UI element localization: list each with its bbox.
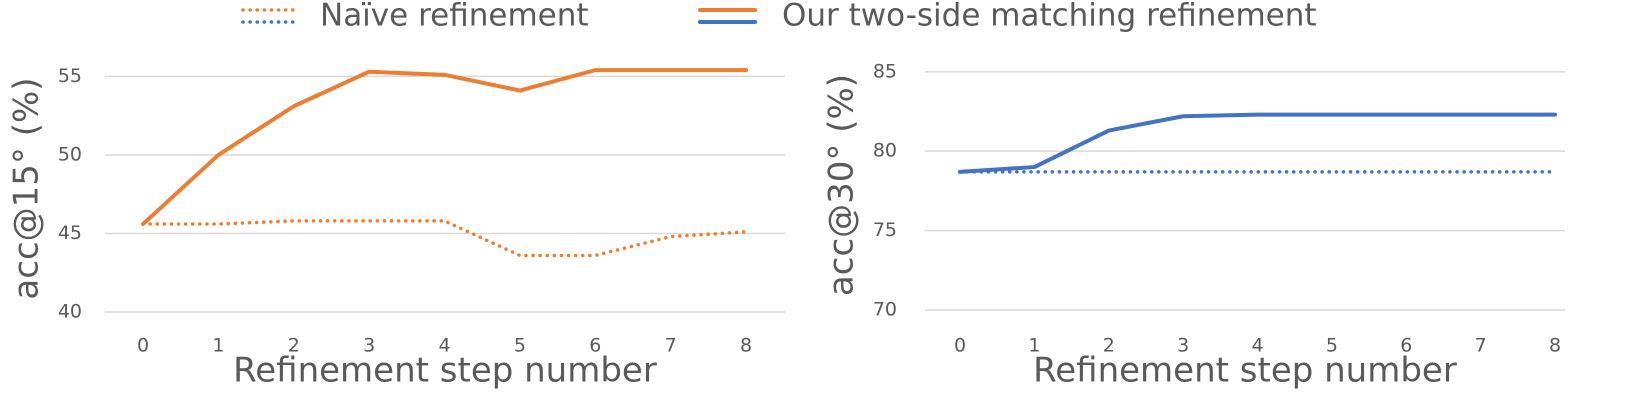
y-tick-label: 85 — [873, 60, 897, 82]
y-tick-label: 75 — [873, 219, 897, 241]
x-tick-label: 8 — [1549, 335, 1561, 357]
y-tick-label: 40 — [58, 301, 82, 323]
y-axis-title: acc@15° (%) — [7, 77, 47, 299]
y-tick-label: 55 — [58, 65, 82, 87]
legend-label: Naïve refinement — [320, 0, 589, 34]
legend-label: Our two-side matching refinement — [782, 0, 1317, 34]
y-tick-label: 45 — [58, 222, 82, 244]
series-line — [958, 112, 1557, 174]
series-line — [141, 219, 748, 258]
x-tick-label: 3 — [363, 335, 375, 357]
x-tick-label: 0 — [954, 335, 966, 357]
x-tick-label: 4 — [438, 335, 450, 357]
x-tick-label: 6 — [1400, 335, 1412, 357]
x-axis-title: Refinement step number — [233, 351, 657, 391]
x-tick-label: 3 — [1177, 335, 1189, 357]
x-tick-label: 7 — [665, 335, 677, 357]
x-tick-label: 2 — [1103, 335, 1115, 357]
y-tick-label: 70 — [873, 299, 897, 321]
y-tick-label: 50 — [58, 143, 82, 165]
x-tick-label: 5 — [514, 335, 526, 357]
series-line — [141, 68, 748, 227]
x-tick-label: 5 — [1326, 335, 1338, 357]
x-tick-label: 1 — [212, 335, 224, 357]
x-tick-label: 0 — [137, 335, 149, 357]
x-tick-label: 6 — [589, 335, 601, 357]
x-tick-label: 1 — [1028, 335, 1040, 357]
x-tick-label: 2 — [288, 335, 300, 357]
x-tick-label: 7 — [1475, 335, 1487, 357]
y-axis-title: acc@30° (%) — [822, 74, 862, 296]
x-axis-title: Refinement step number — [1033, 351, 1457, 391]
x-tick-label: 4 — [1251, 335, 1263, 357]
y-tick-label: 80 — [873, 140, 897, 162]
x-tick-label: 8 — [740, 335, 752, 357]
